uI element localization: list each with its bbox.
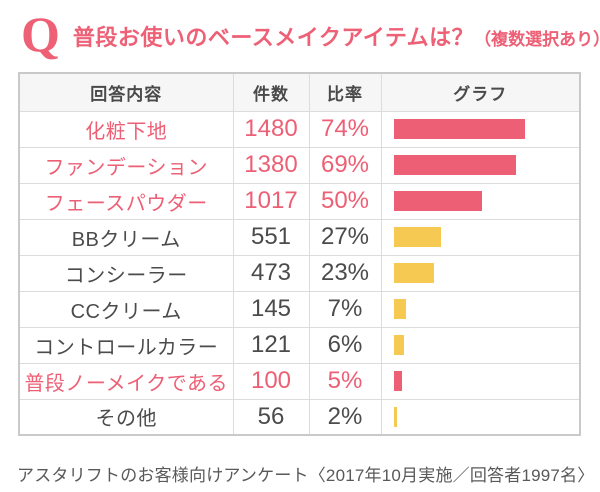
count-value: 145 [232, 290, 310, 328]
pct-value: 5% [308, 362, 382, 400]
question-note: （複数選択あり） [474, 30, 600, 49]
question-mark-icon: Q [21, 6, 60, 62]
table-row: 化粧下地 1480 74% [18, 110, 581, 148]
answer-label: コンシーラー [18, 254, 234, 292]
count-value: 1017 [232, 182, 310, 220]
bar [393, 119, 525, 139]
pct-value: 50% [308, 182, 382, 220]
graph-cell [380, 146, 581, 184]
table-row: BBクリーム 551 27% [18, 218, 581, 256]
bar [393, 227, 442, 247]
pct-value: 2% [308, 398, 382, 436]
answer-label: BBクリーム [18, 218, 234, 256]
graph-cell [380, 254, 581, 292]
graph-cell [380, 362, 581, 400]
table-header-row: 回答内容 件数 比率 グラフ [18, 72, 581, 112]
column-header-answer: 回答内容 [18, 72, 234, 112]
count-value: 1480 [232, 110, 310, 148]
column-header-ratio: 比率 [308, 72, 382, 112]
column-header-graph: グラフ [380, 72, 581, 112]
graph-cell [380, 218, 581, 256]
question-header: Q 普段お使いのベースメイクアイテムは？（複数選択あり） [21, 8, 600, 60]
count-value: 1380 [232, 146, 310, 184]
survey-results-table: 回答内容 件数 比率 グラフ 化粧下地 1480 74% ファンデーション 13… [18, 72, 581, 436]
table-row: コントロールカラー 121 6% [18, 326, 581, 364]
answer-label: 普段ノーメイクである [18, 362, 234, 400]
pct-value: 69% [308, 146, 382, 184]
count-value: 551 [232, 218, 310, 256]
pct-value: 23% [308, 254, 382, 292]
count-value: 56 [232, 398, 310, 436]
column-header-count: 件数 [232, 72, 310, 112]
pct-value: 27% [308, 218, 382, 256]
bar [393, 155, 516, 175]
pct-value: 74% [308, 110, 382, 148]
graph-cell [380, 182, 581, 220]
table-row: 普段ノーメイクである 100 5% [18, 362, 581, 400]
table-row: CCクリーム 145 7% [18, 290, 581, 328]
bar [393, 263, 435, 283]
table-row: ファンデーション 1380 69% [18, 146, 581, 184]
answer-label: CCクリーム [18, 290, 234, 328]
table-row: コンシーラー 473 23% [18, 254, 581, 292]
bar [393, 299, 406, 319]
answer-label: コントロールカラー [18, 326, 234, 364]
bar [393, 406, 397, 427]
count-value: 121 [232, 326, 310, 364]
pct-value: 7% [308, 290, 382, 328]
answer-label: フェースパウダー [18, 182, 234, 220]
bar [393, 371, 403, 391]
graph-cell [380, 326, 581, 364]
pct-value: 6% [308, 326, 382, 364]
question-title: 普段お使いのベースメイクアイテムは？（複数選択あり） [73, 16, 600, 52]
answer-label: 化粧下地 [18, 110, 234, 148]
bar [393, 335, 405, 355]
answer-label: ファンデーション [18, 146, 234, 184]
count-value: 100 [232, 362, 310, 400]
graph-cell [380, 398, 581, 436]
table-row: その他 56 2% [18, 398, 581, 436]
question-title-text: 普段お使いのベースメイクアイテムは？ [72, 25, 475, 50]
table-body: 化粧下地 1480 74% ファンデーション 1380 69% フェースパウダー… [18, 110, 581, 436]
answer-label: その他 [18, 398, 234, 436]
graph-cell [380, 110, 581, 148]
bar [393, 191, 482, 211]
count-value: 473 [232, 254, 310, 292]
graph-cell [380, 290, 581, 328]
table-row: フェースパウダー 1017 50% [18, 182, 581, 220]
source-note: アスタリフトのお客様向けアンケート〈2017年10月実施／回答者1997名〉 [17, 466, 595, 485]
